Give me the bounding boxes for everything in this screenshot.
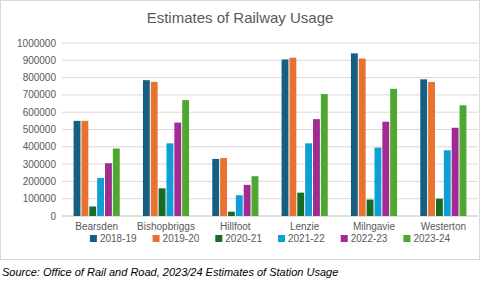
bar bbox=[420, 79, 427, 216]
legend-label: 2018-19 bbox=[100, 233, 137, 244]
bar bbox=[282, 59, 289, 216]
bar bbox=[174, 123, 181, 216]
legend-label: 2022-23 bbox=[351, 233, 388, 244]
legend-label: 2021-22 bbox=[288, 233, 325, 244]
bar bbox=[182, 100, 189, 216]
bar bbox=[143, 80, 150, 216]
y-tick-label: 700000 bbox=[23, 89, 57, 100]
source: Source: Office of Rail and Road, 2023/24… bbox=[2, 266, 338, 278]
x-tick-label: Lenzie bbox=[290, 221, 320, 232]
bars bbox=[74, 53, 467, 216]
bar bbox=[351, 53, 358, 216]
legend-label: 2019-20 bbox=[163, 233, 200, 244]
grid-line bbox=[62, 216, 478, 217]
bar bbox=[444, 150, 451, 216]
y-tick-label: 200000 bbox=[23, 176, 57, 187]
y-tick-label: 400000 bbox=[23, 141, 57, 152]
grid-line bbox=[62, 146, 478, 147]
y-tick-label: 600000 bbox=[23, 107, 57, 118]
bar bbox=[81, 121, 88, 216]
grid-line bbox=[62, 94, 478, 95]
grid-line bbox=[62, 43, 478, 44]
bar bbox=[428, 82, 435, 216]
y-tick-label: 500000 bbox=[23, 124, 57, 135]
legend-marker bbox=[403, 235, 410, 242]
bar bbox=[159, 188, 166, 216]
bar bbox=[228, 212, 235, 216]
y-tick-label: 300000 bbox=[23, 159, 57, 170]
bar bbox=[289, 58, 296, 216]
bar bbox=[375, 148, 382, 216]
legend-marker bbox=[341, 235, 348, 242]
y-tick-label: 100000 bbox=[23, 193, 57, 204]
bar bbox=[367, 200, 374, 216]
bar bbox=[89, 206, 96, 216]
legend-label: 2020-21 bbox=[225, 233, 262, 244]
bar bbox=[460, 105, 467, 216]
chart-frame bbox=[1, 1, 480, 260]
bar bbox=[305, 143, 312, 216]
grid-line bbox=[62, 60, 478, 61]
bar bbox=[220, 158, 227, 216]
grid-line bbox=[62, 164, 478, 165]
grid-line bbox=[62, 181, 478, 182]
grid-line bbox=[62, 112, 478, 113]
y-tick-label: 1000000 bbox=[17, 38, 56, 49]
bar bbox=[297, 193, 304, 216]
x-tick-label: Bearsden bbox=[75, 221, 118, 232]
bar bbox=[382, 122, 389, 216]
bar bbox=[313, 119, 320, 216]
legend-marker bbox=[153, 235, 160, 242]
bar bbox=[321, 94, 328, 216]
bar bbox=[436, 199, 443, 216]
chart: Estimates of Railway Usage 0 100000 200000 3… bbox=[0, 0, 500, 286]
bar bbox=[212, 159, 219, 216]
legend-marker bbox=[278, 235, 285, 242]
bar bbox=[452, 128, 459, 216]
bar bbox=[97, 178, 104, 216]
y-tick-label: 800000 bbox=[23, 72, 57, 83]
grid-line bbox=[62, 77, 478, 78]
grid-line bbox=[62, 129, 478, 130]
bar bbox=[244, 185, 251, 216]
title: Estimates of Railway Usage bbox=[147, 9, 334, 26]
x-tick-label: Westerton bbox=[421, 221, 466, 232]
bar bbox=[252, 176, 259, 216]
bar bbox=[105, 163, 112, 216]
bar bbox=[151, 82, 158, 216]
grid-line bbox=[62, 198, 478, 199]
legend-label: 2023-24 bbox=[413, 233, 450, 244]
x-tick-label: Milngavie bbox=[353, 221, 396, 232]
legend-marker bbox=[215, 235, 222, 242]
bar bbox=[236, 195, 243, 216]
x-tick-label: Bishopbriggs bbox=[137, 221, 195, 232]
bar bbox=[113, 149, 120, 216]
legend: 2018-19 2019-20 2020-21 2021-22 2022-23 2023-… bbox=[90, 233, 451, 244]
y-tick-label: 0 bbox=[50, 211, 56, 222]
y-tick-label: 900000 bbox=[23, 55, 57, 66]
bar bbox=[74, 121, 81, 216]
bar bbox=[359, 59, 366, 216]
x-tick-label: Hillfoot bbox=[220, 221, 251, 232]
bar bbox=[167, 143, 174, 216]
legend-marker bbox=[90, 235, 97, 242]
bar bbox=[390, 89, 397, 216]
